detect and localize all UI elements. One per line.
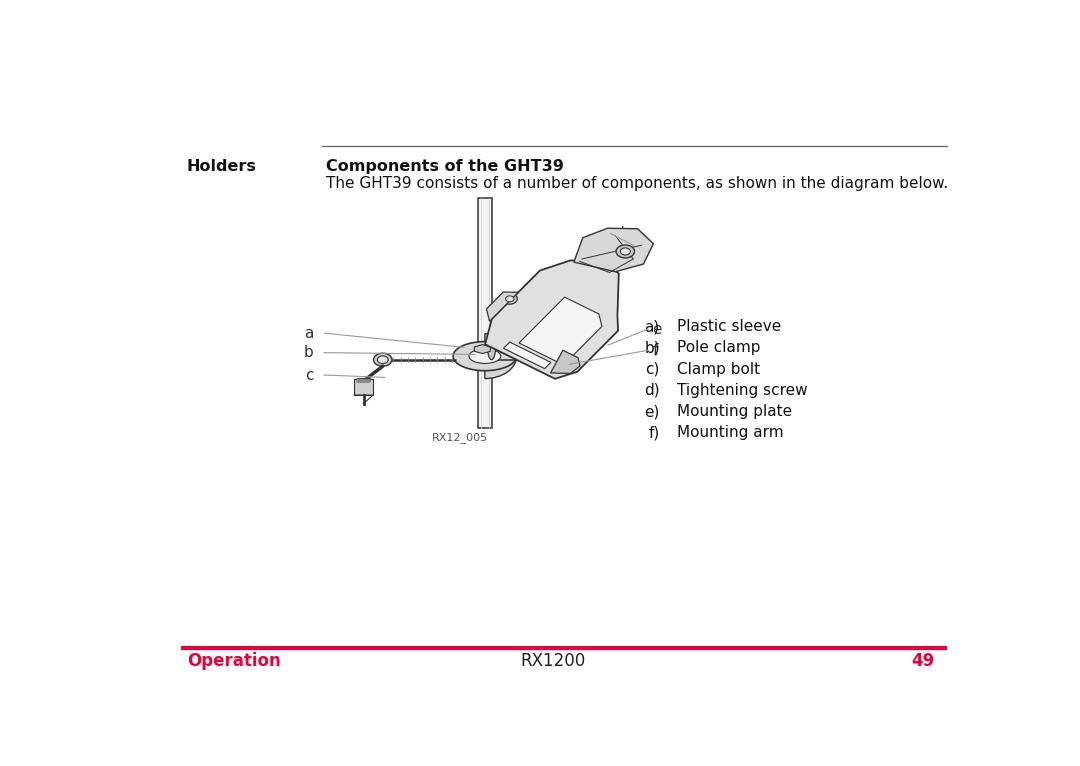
Polygon shape [573, 228, 653, 272]
Text: Tightening screw: Tightening screw [677, 383, 808, 398]
Text: Clamp bolt: Clamp bolt [677, 362, 760, 377]
Text: f): f) [649, 425, 660, 440]
Text: Pole clamp: Pole clamp [677, 340, 761, 355]
Polygon shape [551, 350, 580, 374]
Text: 49: 49 [912, 652, 934, 669]
Ellipse shape [569, 339, 581, 348]
Text: c: c [305, 368, 313, 382]
Ellipse shape [620, 248, 631, 255]
Text: a): a) [645, 319, 660, 334]
Text: c): c) [646, 362, 660, 377]
Ellipse shape [374, 353, 392, 366]
Polygon shape [474, 345, 490, 353]
Ellipse shape [469, 349, 501, 363]
Text: d: d [615, 226, 624, 241]
Polygon shape [485, 260, 619, 378]
Ellipse shape [565, 337, 585, 351]
Text: Mounting plate: Mounting plate [677, 404, 793, 419]
Ellipse shape [502, 293, 517, 304]
Text: b: b [303, 345, 313, 360]
Text: a: a [303, 326, 313, 341]
Text: Components of the GHT39: Components of the GHT39 [326, 159, 564, 174]
Text: Plastic sleeve: Plastic sleeve [677, 319, 782, 334]
Polygon shape [503, 342, 551, 368]
Text: e): e) [645, 404, 660, 419]
Text: RX12_005: RX12_005 [432, 432, 488, 443]
Bar [478, 198, 491, 428]
Wedge shape [485, 334, 516, 378]
Ellipse shape [505, 296, 514, 302]
Ellipse shape [616, 245, 635, 258]
Ellipse shape [454, 342, 516, 371]
Text: Operation: Operation [187, 652, 281, 669]
Text: d): d) [644, 383, 660, 398]
Ellipse shape [377, 356, 388, 364]
Text: The GHT39 consists of a number of components, as shown in the diagram below.: The GHT39 consists of a number of compon… [326, 175, 948, 191]
Polygon shape [486, 292, 518, 321]
Polygon shape [491, 332, 572, 360]
Text: RX1200: RX1200 [521, 652, 586, 669]
Text: b): b) [644, 340, 660, 355]
Text: Mounting arm: Mounting arm [677, 425, 784, 440]
Polygon shape [519, 297, 602, 362]
Text: f: f [652, 342, 658, 358]
Ellipse shape [487, 332, 496, 360]
Text: Holders: Holders [187, 159, 257, 174]
Text: e: e [652, 322, 662, 336]
Polygon shape [354, 378, 373, 395]
